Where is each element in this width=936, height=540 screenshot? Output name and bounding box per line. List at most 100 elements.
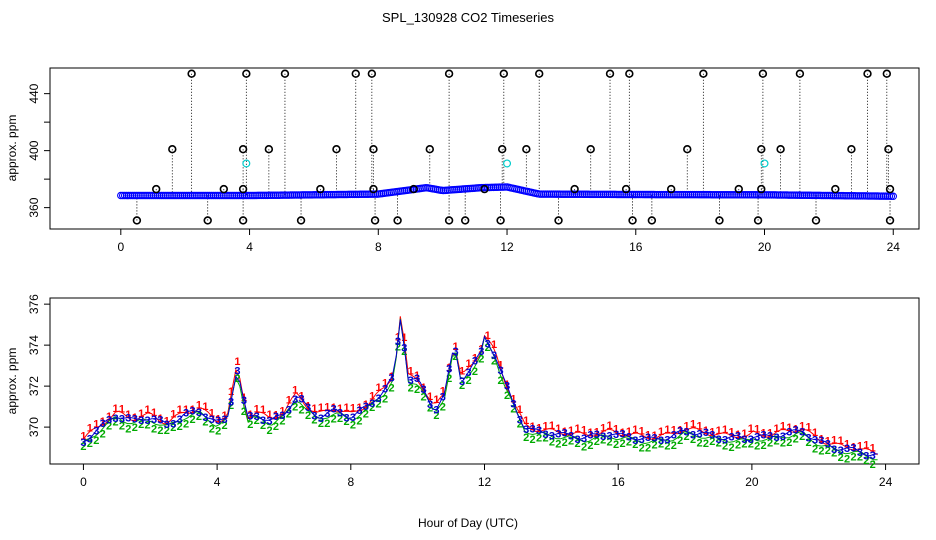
bottom-series-glyph-2: 2 <box>645 443 651 455</box>
bottom-series-glyph-3: 3 <box>761 430 767 442</box>
bottom-series-glyph-3: 3 <box>388 372 394 384</box>
bottom-series-glyph-1: 1 <box>857 441 863 453</box>
bottom-series-glyph-2: 2 <box>427 403 433 415</box>
bottom-series-glyph-3: 3 <box>748 434 754 446</box>
bottom-series-glyph-3: 3 <box>459 376 465 388</box>
bottom-series-glyph-2: 2 <box>408 383 414 395</box>
bottom-series-glyph-3: 3 <box>632 435 638 447</box>
bottom-series-glyph-2: 2 <box>626 436 632 448</box>
bottom-series-glyph-2: 2 <box>196 411 202 423</box>
top-plot-frame <box>49 67 920 230</box>
bottom-series-glyph-3: 3 <box>440 391 446 403</box>
bottom-series-glyph-1: 1 <box>510 393 516 405</box>
top-outlier-point <box>831 184 840 194</box>
bottom-series-glyph-2: 2 <box>607 437 613 449</box>
bottom-series-glyph-1: 1 <box>459 366 465 378</box>
bottom-series-glyph-3: 3 <box>254 411 260 423</box>
bottom-series-glyph-3: 3 <box>581 433 587 445</box>
bottom-series-glyph-3: 3 <box>132 414 138 426</box>
bottom-series-glyph-1: 1 <box>658 426 664 438</box>
bottom-y-tick-label: 370 <box>27 417 41 437</box>
bottom-series-glyph-2: 2 <box>100 428 106 440</box>
bottom-series-glyph-1: 1 <box>863 440 869 452</box>
bottom-series-glyph-3: 3 <box>119 413 125 425</box>
bottom-series-glyph-2: 2 <box>581 442 587 454</box>
bottom-series-glyph-2: 2 <box>761 440 767 452</box>
bottom-series-glyph-2: 2 <box>863 455 869 467</box>
top-outlier-point <box>369 145 378 154</box>
bottom-series-glyph-2: 2 <box>388 382 394 394</box>
top-outlier-point <box>409 184 418 194</box>
bottom-series-glyph-1: 1 <box>427 391 433 403</box>
bottom-series-glyph-2: 2 <box>709 436 715 448</box>
bottom-series-glyph-2: 2 <box>491 356 497 368</box>
bottom-series-glyph-3: 3 <box>241 395 247 407</box>
top-outlier-point <box>132 216 142 225</box>
bottom-series-glyph-1: 1 <box>523 415 529 427</box>
bottom-series-glyph-1: 1 <box>331 402 337 414</box>
top-outlier-point <box>444 69 454 78</box>
bottom-series-glyph-3: 3 <box>215 415 221 427</box>
top-outlier-point <box>734 184 743 194</box>
top-outlier-point <box>332 145 341 154</box>
bottom-series-glyph-3: 3 <box>138 415 144 427</box>
bottom-series-glyph-2: 2 <box>497 375 503 387</box>
bottom-series-glyph-2: 2 <box>594 436 600 448</box>
bottom-series-glyph-3: 3 <box>465 367 471 379</box>
bottom-series-glyph-2: 2 <box>202 417 208 429</box>
bottom-series-glyph-3: 3 <box>530 423 536 435</box>
bottom-series-glyph-2: 2 <box>542 433 548 445</box>
bottom-series-glyph-3: 3 <box>331 403 337 415</box>
bottom-series-glyph-2: 2 <box>440 402 446 414</box>
bottom-series-glyph-2: 2 <box>812 444 818 456</box>
top-outlier-point <box>699 69 708 78</box>
bottom-series-glyph-3: 3 <box>619 428 625 440</box>
top-outlier-point <box>425 145 434 154</box>
bottom-series-glyph-2: 2 <box>395 341 401 353</box>
bottom-series-glyph-3: 3 <box>549 431 555 443</box>
bottom-series-glyph-3: 3 <box>639 434 645 446</box>
bottom-series-glyph-2: 2 <box>446 373 452 385</box>
bottom-series-glyph-1: 1 <box>517 404 523 416</box>
bottom-series-glyph-3: 3 <box>222 414 228 426</box>
bottom-series-glyph-1: 1 <box>530 421 536 433</box>
bottom-series-glyph-3: 3 <box>806 433 812 445</box>
bottom-series-glyph-2: 2 <box>696 437 702 449</box>
bottom-series-glyph-2: 2 <box>254 415 260 427</box>
bottom-series-glyph-1: 1 <box>619 427 625 439</box>
bottom-series-glyph-1: 1 <box>729 427 735 439</box>
bottom-series-glyph-3: 3 <box>709 429 715 441</box>
top-outlier-point <box>628 216 637 225</box>
bottom-series-glyph-2: 2 <box>106 421 112 433</box>
bottom-series-glyph-1: 1 <box>549 420 555 432</box>
top-y-tick-label: 440 <box>27 83 41 103</box>
bottom-series-glyph-3: 3 <box>472 355 478 367</box>
bottom-series-glyph-3: 3 <box>196 407 202 419</box>
bottom-series-glyph-2: 2 <box>363 409 369 421</box>
bottom-series-glyph-2: 2 <box>793 434 799 446</box>
top-outlier-point <box>753 216 763 225</box>
top-outlier-point <box>683 145 692 154</box>
bottom-series-glyph-1: 1 <box>292 385 298 397</box>
bottom-series-glyph-2: 2 <box>112 416 118 428</box>
bottom-series-glyph-2: 2 <box>549 436 555 448</box>
bottom-series-glyph-1: 1 <box>555 423 561 435</box>
bottom-series-glyph-2: 2 <box>703 438 709 450</box>
bottom-series-glyph-3: 3 <box>793 425 799 437</box>
top-outlier-point <box>393 216 402 225</box>
top-outlier-point <box>499 69 509 78</box>
bottom-series-glyph-2: 2 <box>838 452 844 464</box>
bottom-series-glyph-1: 1 <box>119 403 125 415</box>
bottom-series-glyph-1: 1 <box>703 425 709 437</box>
bottom-series-glyph-3: 3 <box>350 412 356 424</box>
bottom-series-glyph-3: 3 <box>690 430 696 442</box>
bottom-series-glyph-1: 1 <box>125 409 131 421</box>
bottom-series-glyph-1: 1 <box>607 420 613 432</box>
bottom-x-tick-label: 24 <box>879 475 893 489</box>
bottom-series-glyph-1: 1 <box>696 421 702 433</box>
bottom-y-axis-label: approx. ppm <box>5 348 19 415</box>
bottom-series-glyph-3: 3 <box>125 413 131 425</box>
bottom-series-glyph-1: 1 <box>594 426 600 438</box>
bottom-series-glyph-2: 2 <box>189 414 195 426</box>
